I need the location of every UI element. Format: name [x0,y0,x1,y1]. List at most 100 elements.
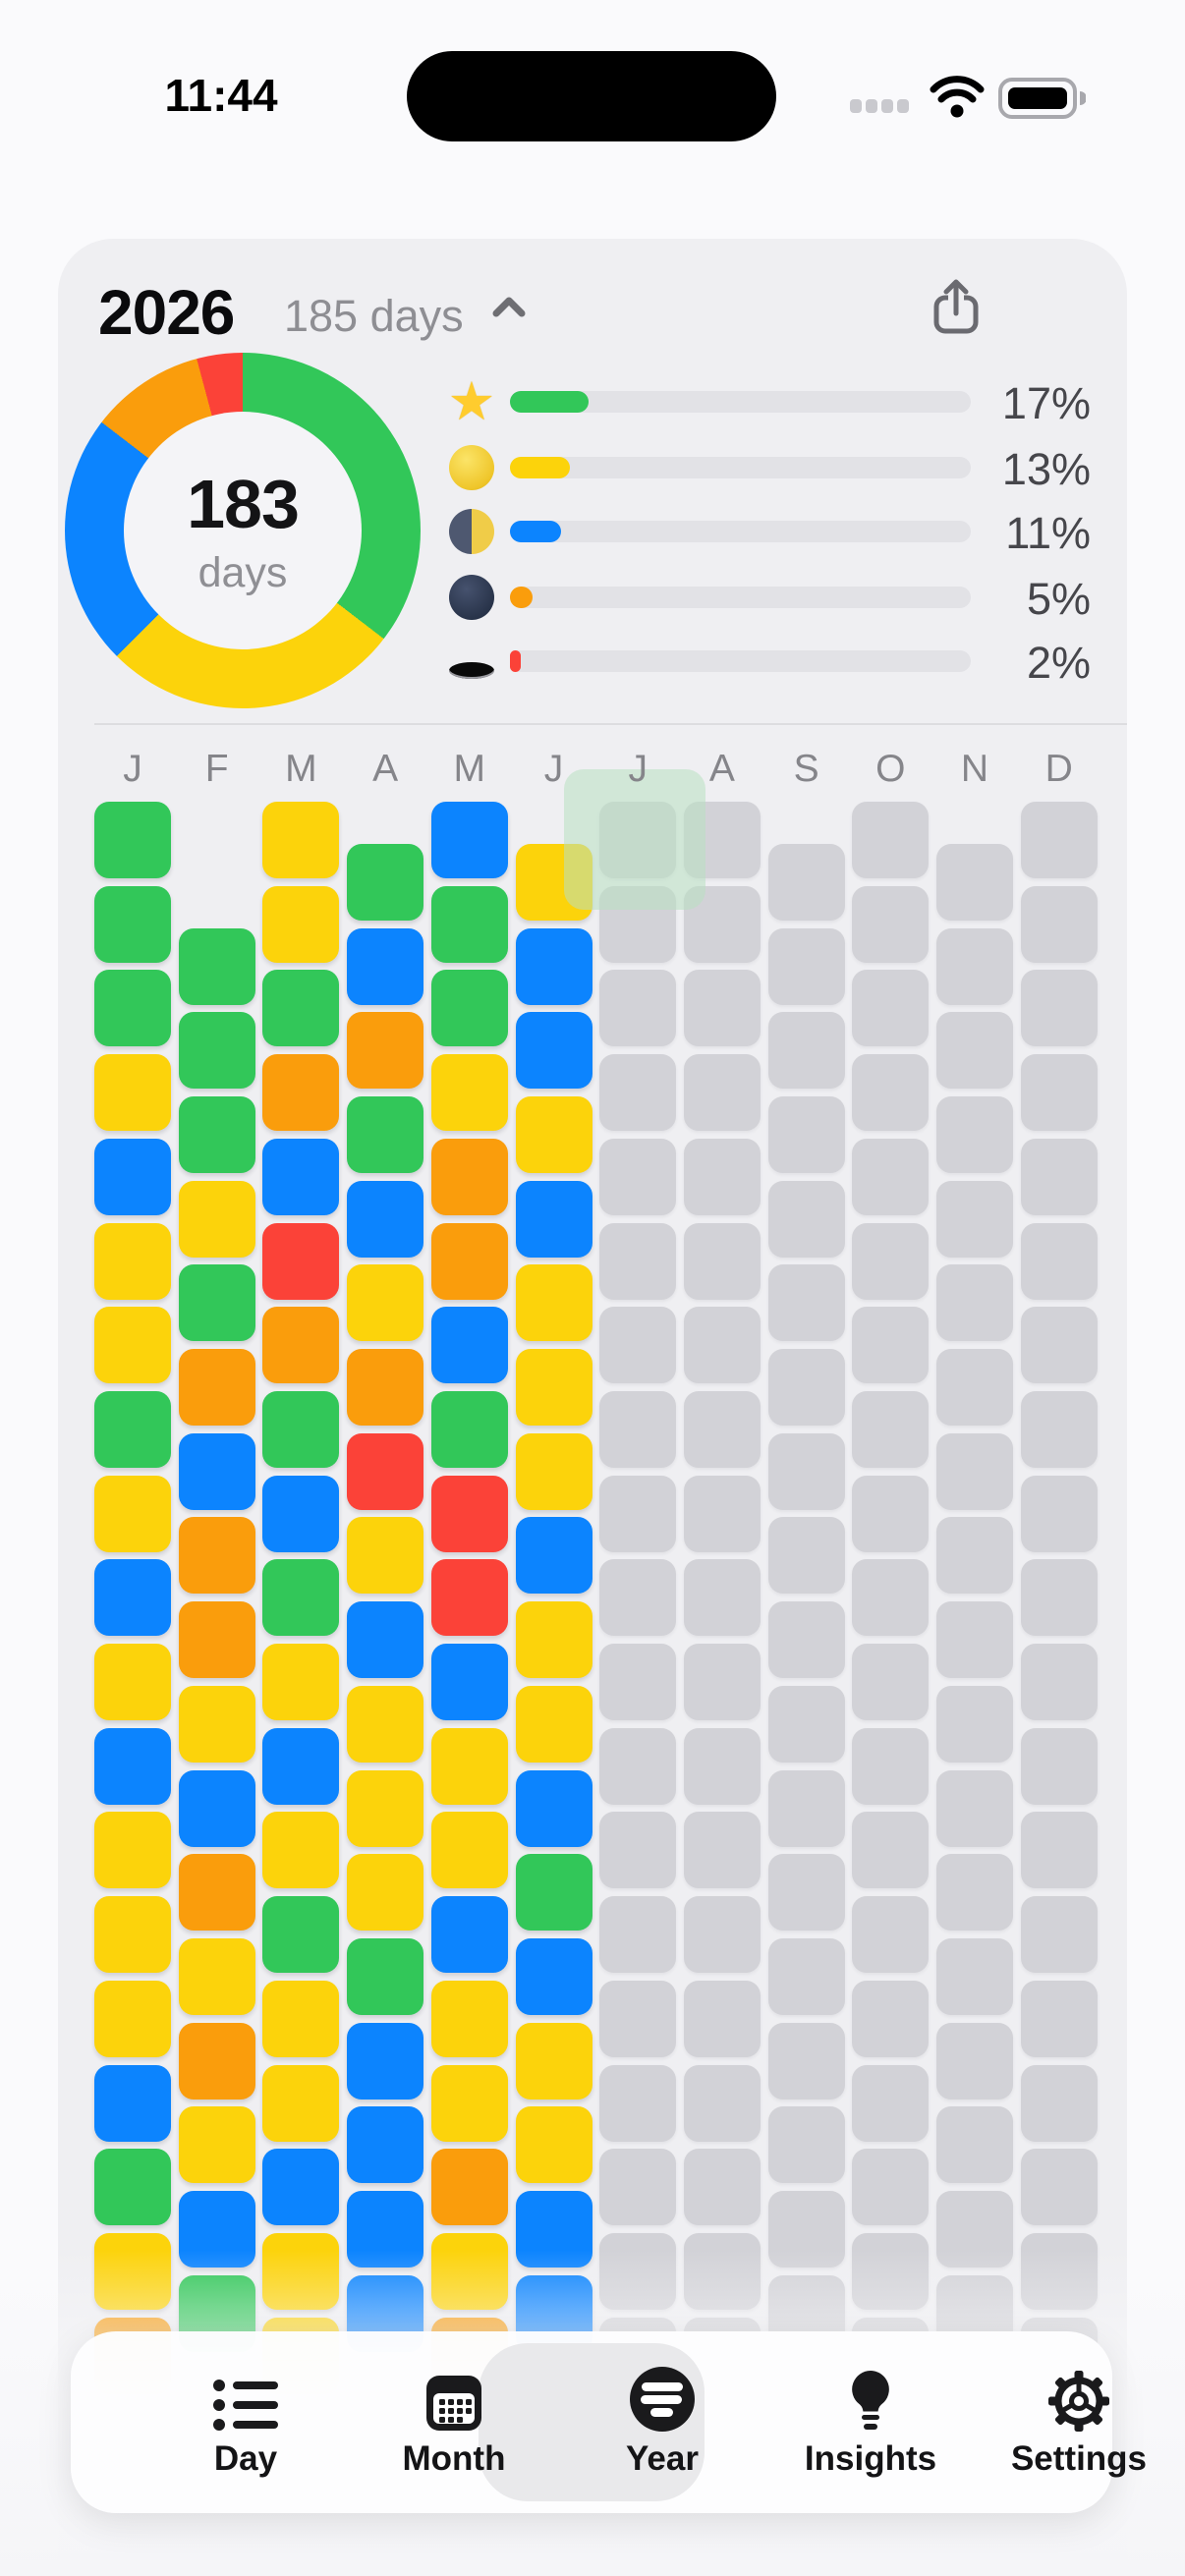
tab-settings[interactable]: Settings [990,2331,1167,2513]
day-cell[interactable] [430,1644,508,1720]
day-cell[interactable] [430,2149,508,2226]
day-cell[interactable] [430,802,508,878]
day-cell[interactable] [1020,2149,1098,2226]
day-cell[interactable] [599,1559,677,1637]
day-cell[interactable] [599,1390,677,1468]
day-cell[interactable] [515,1180,592,1258]
day-cell[interactable] [347,1601,424,1679]
day-cell[interactable] [599,1307,677,1384]
day-cell[interactable] [852,1644,930,1720]
day-cell[interactable] [852,970,930,1047]
day-cell[interactable] [262,1390,340,1468]
day-cell[interactable] [347,1012,424,1090]
day-cell[interactable] [936,2022,1013,2100]
day-cell[interactable] [178,1180,255,1258]
day-cell[interactable] [430,1222,508,1300]
day-cell[interactable] [94,1138,171,1215]
day-cell[interactable] [767,1685,845,1763]
day-cell[interactable] [852,1727,930,1805]
day-cell[interactable] [515,2022,592,2100]
day-cell[interactable] [178,1769,255,1847]
day-cell[interactable] [683,1896,761,1974]
day-cell[interactable] [767,2106,845,2184]
day-cell[interactable] [262,1896,340,1974]
day-cell[interactable] [347,2022,424,2100]
day-cell[interactable] [347,1769,424,1847]
day-cell[interactable] [94,1054,171,1132]
day-cell[interactable] [430,2064,508,2142]
day-cell[interactable] [599,1980,677,2057]
day-cell[interactable] [515,1685,592,1763]
day-cell[interactable] [683,2064,761,2142]
day-cell[interactable] [262,1644,340,1720]
day-cell[interactable] [347,1432,424,1510]
day-cell[interactable] [936,1685,1013,1763]
day-cell[interactable] [94,1307,171,1384]
day-cell[interactable] [94,1559,171,1637]
day-cell[interactable] [683,1138,761,1215]
day-cell[interactable] [852,1138,930,1215]
day-cell[interactable] [936,1432,1013,1510]
day-cell[interactable] [515,1012,592,1090]
day-cell[interactable] [767,1517,845,1595]
day-cell[interactable] [262,1138,340,1215]
day-cell[interactable] [936,1601,1013,1679]
day-cell[interactable] [178,1937,255,2015]
day-cell[interactable] [936,1517,1013,1595]
day-cell[interactable] [852,1896,930,1974]
day-cell[interactable] [767,1769,845,1847]
day-cell[interactable] [94,885,171,963]
day-cell[interactable] [347,1180,424,1258]
day-cell[interactable] [262,2064,340,2142]
day-cell[interactable] [936,1854,1013,1932]
day-cell[interactable] [178,1264,255,1342]
day-cell[interactable] [262,1222,340,1300]
day-cell[interactable] [599,970,677,1047]
day-cell[interactable] [767,927,845,1005]
day-cell[interactable] [515,1517,592,1595]
day-cell[interactable] [347,1937,424,2015]
day-cell[interactable] [767,843,845,921]
day-cell[interactable] [599,1644,677,1720]
day-cell[interactable] [1020,1896,1098,1974]
day-cell[interactable] [347,1685,424,1763]
day-cell[interactable] [94,1390,171,1468]
tab-day[interactable]: Day [157,2331,334,2513]
day-cell[interactable] [683,2149,761,2226]
day-cell[interactable] [262,885,340,963]
day-cell[interactable] [936,1095,1013,1173]
day-cell[interactable] [94,2149,171,2226]
day-cell[interactable] [430,1559,508,1637]
day-cell[interactable] [262,1054,340,1132]
day-cell[interactable] [936,1769,1013,1847]
day-cell[interactable] [94,970,171,1047]
day-cell[interactable] [683,1644,761,1720]
day-cell[interactable] [347,1349,424,1427]
day-cell[interactable] [767,1349,845,1427]
day-cell[interactable] [515,1349,592,1427]
day-cell[interactable] [430,1054,508,1132]
day-cell[interactable] [430,1390,508,1468]
day-cell[interactable] [262,802,340,878]
day-cell[interactable] [683,1307,761,1384]
day-cell[interactable] [515,1264,592,1342]
day-cell[interactable] [178,1517,255,1595]
day-cell[interactable] [599,1812,677,1889]
day-cell[interactable] [767,1264,845,1342]
day-cell[interactable] [94,2064,171,2142]
day-cell[interactable] [767,1180,845,1258]
day-cell[interactable] [599,1138,677,1215]
day-cell[interactable] [430,1727,508,1805]
day-cell[interactable] [936,1349,1013,1427]
day-cell[interactable] [1020,802,1098,878]
share-icon[interactable] [929,276,984,337]
day-cell[interactable] [767,1854,845,1932]
day-cell[interactable] [936,1937,1013,2015]
day-cell[interactable] [599,1896,677,1974]
day-cell[interactable] [1020,1812,1098,1889]
day-cell[interactable] [683,1812,761,1889]
day-cell[interactable] [347,1517,424,1595]
day-cell[interactable] [936,1180,1013,1258]
day-cell[interactable] [936,843,1013,921]
day-cell[interactable] [852,1980,930,2057]
